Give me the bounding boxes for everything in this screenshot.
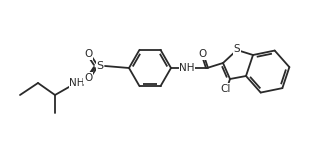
Text: O: O xyxy=(198,49,206,59)
Text: NH: NH xyxy=(179,63,195,73)
Text: O: O xyxy=(84,49,92,59)
Text: O: O xyxy=(84,73,92,83)
Text: NH: NH xyxy=(69,78,85,88)
Text: S: S xyxy=(97,61,104,71)
Text: S: S xyxy=(234,44,240,54)
Text: Cl: Cl xyxy=(221,84,231,94)
